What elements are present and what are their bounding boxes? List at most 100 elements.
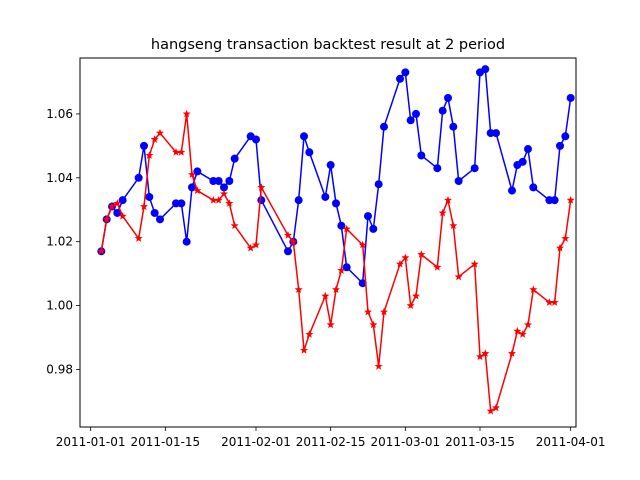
- series-2-point-14: [188, 170, 196, 179]
- series-2-point-62: [561, 234, 570, 242]
- series-2-point-1: [97, 247, 106, 255]
- series-1-point-6: [134, 173, 143, 182]
- series-2-point-25: [289, 237, 298, 246]
- series-2-point-5: [118, 211, 127, 220]
- series-1-point-35: [364, 212, 372, 221]
- series-1-point-31: [332, 199, 340, 208]
- series-2-point-44: [433, 263, 442, 271]
- series-2-point-35: [364, 307, 372, 316]
- series-1-point-61: [556, 141, 564, 150]
- series-2-point-19: [225, 199, 234, 207]
- series-1-point-43: [417, 151, 426, 160]
- series-2-point-12: [177, 148, 186, 156]
- series-2-point-53: [492, 403, 500, 412]
- series-2-point-49: [470, 259, 479, 268]
- y-tick-label-1: 0.98: [46, 362, 73, 376]
- series-2-point-39: [396, 259, 404, 268]
- series-1-point-48: [454, 177, 463, 185]
- series-1-point-40: [401, 68, 410, 77]
- x-tick-label-6: 2011-03-15: [445, 435, 515, 449]
- series-1-point-22: [252, 135, 260, 144]
- series-2-point-45: [438, 208, 447, 217]
- series-2-point-2: [102, 215, 111, 223]
- series-1-point-57: [524, 145, 532, 154]
- series-1-point-54: [508, 186, 516, 195]
- series-1-point-20: [230, 154, 239, 163]
- series-2-point-55: [513, 326, 522, 335]
- series-2-point-23: [257, 183, 266, 191]
- series-2-point-36: [369, 320, 378, 329]
- series-1-point-36: [369, 224, 378, 233]
- y-axis: 0.98 1.00 1.02 1.04 1.06: [46, 107, 80, 376]
- series-2-point-21: [246, 243, 255, 252]
- series-1-point-39: [396, 74, 404, 83]
- x-tick-label-4: 2011-02-15: [296, 435, 366, 449]
- series-2-point-33: [342, 224, 351, 233]
- series-2-point-32: [337, 266, 346, 274]
- series-2-point-59: [545, 298, 554, 306]
- series-2-point-4: [113, 199, 122, 207]
- series-2-point-8: [145, 151, 154, 159]
- series-2-point-15: [193, 186, 202, 194]
- series-1-point-8: [145, 192, 154, 201]
- series-1-point-7: [140, 141, 148, 150]
- series-2-point-60: [550, 298, 559, 306]
- series-1-point-51: [481, 65, 490, 74]
- series-2-point-31: [332, 285, 340, 294]
- series-2-point-63: [566, 195, 575, 204]
- series-1-point-56: [518, 157, 527, 166]
- x-tick-label-1: 2011-01-01: [56, 435, 126, 449]
- series-2-point-46: [444, 195, 452, 204]
- series-1-point-47: [449, 122, 458, 131]
- series-2: [97, 109, 575, 415]
- series-2-point-34: [358, 240, 367, 249]
- series-1-point-46: [444, 93, 452, 102]
- series-2-point-50: [476, 352, 484, 361]
- series-2-point-13: [182, 109, 191, 118]
- series-2-point-16: [209, 195, 218, 204]
- series-2-point-10: [156, 128, 164, 137]
- series-2-point-11: [172, 148, 180, 156]
- series-2-point-41: [406, 301, 415, 309]
- y-tick-label-3: 1.02: [46, 235, 73, 249]
- series-2-point-3: [108, 202, 116, 210]
- series-1-point-63: [566, 93, 575, 102]
- x-tick-label-2: 2011-01-15: [130, 435, 200, 449]
- series-1-point-53: [492, 129, 500, 138]
- series-2-point-9: [150, 135, 159, 143]
- series-2-point-6: [134, 234, 143, 242]
- series-2-point-22: [252, 240, 260, 249]
- series-1-point-29: [321, 192, 330, 201]
- y-tick-label-2: 1.00: [46, 299, 73, 313]
- series-1-point-42: [412, 109, 420, 118]
- series-2-point-57: [524, 320, 532, 329]
- chart-title: hangseng transaction backtest result at …: [151, 37, 505, 53]
- series-2-point-38: [380, 307, 388, 316]
- series-2-point-20: [230, 221, 239, 230]
- x-axis: 2011-01-01 2011-01-15 2011-02-01 2011-02-15…: [56, 427, 606, 449]
- series-1-point-17: [214, 177, 223, 185]
- series-1-point-38: [380, 122, 388, 131]
- series-2-point-54: [508, 349, 516, 357]
- series-2-point-24: [284, 231, 292, 239]
- series-2-point-42: [412, 291, 420, 300]
- series-layer: [97, 65, 575, 415]
- series-1-point-37: [374, 180, 383, 189]
- series-1-point-19: [225, 177, 234, 185]
- series-1-point-34: [358, 279, 367, 288]
- series-1-point-30: [326, 161, 335, 170]
- series-2-point-43: [417, 250, 426, 258]
- series-1-point-24: [284, 247, 292, 256]
- series-1-point-18: [220, 183, 228, 192]
- x-tick-label-5: 2011-03-01: [370, 435, 440, 449]
- series-1-point-41: [406, 116, 415, 125]
- series-2-point-18: [220, 189, 228, 198]
- plot-frame: [79, 57, 577, 428]
- series-2-point-40: [401, 253, 410, 262]
- series-2-point-47: [449, 221, 458, 230]
- series-2-point-28: [305, 330, 314, 338]
- series-1-point-10: [156, 215, 164, 224]
- series-2-point-48: [454, 272, 463, 281]
- x-tick-label-3: 2011-02-01: [221, 435, 291, 449]
